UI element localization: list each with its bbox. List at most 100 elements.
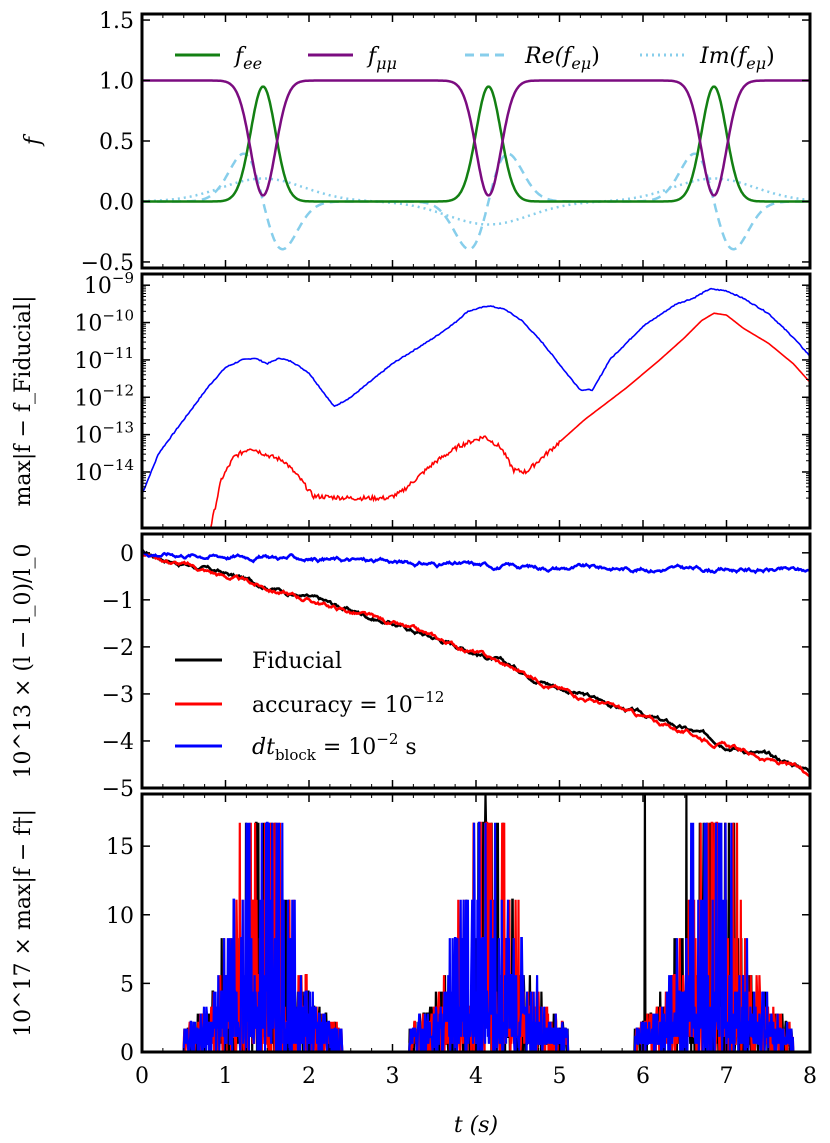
- legend-part: block: [275, 746, 317, 764]
- p4-ticks: 0 5 10 15: [106, 794, 811, 1066]
- y-tick-label: −1: [102, 589, 134, 614]
- x-tick-label: 3: [386, 1064, 400, 1089]
- p1-series-group: [142, 79, 810, 251]
- y-tick-label: 10−13: [74, 419, 134, 449]
- p2-ylabel: max|f − f_Fiducial|: [11, 296, 36, 507]
- y-tick-base: 10: [74, 349, 102, 374]
- series-fiducial-drift: [142, 549, 810, 774]
- y-tick-label: −5: [102, 777, 134, 802]
- x-tick-label: 2: [302, 1064, 316, 1089]
- y-tick-exp: −13: [102, 419, 134, 437]
- y-tick-label: 1.0: [99, 70, 134, 95]
- x-tick-label: 7: [720, 1064, 734, 1089]
- y-tick-exp: −10: [102, 307, 134, 325]
- p4-series-group: [142, 794, 810, 1052]
- legend-main: Im(f: [699, 44, 750, 69]
- p1-ylabel: f: [21, 133, 46, 147]
- p3-series-group: [142, 549, 810, 778]
- y-tick-label: 10−10: [74, 307, 134, 337]
- y-tick-base: 10: [84, 274, 112, 299]
- legend-label: Re(feμ): [524, 44, 600, 73]
- legend-tail: ): [766, 44, 775, 69]
- y-tick-label: 1.5: [99, 9, 134, 34]
- y-tick-label: 0: [120, 542, 134, 567]
- x-tick-label: 1: [219, 1064, 233, 1089]
- y-tick-base: 10: [74, 461, 102, 486]
- p1-legend: fee fμμ Re(feμ) Im(feμ): [175, 44, 775, 73]
- y-tick-label: 10−12: [74, 381, 134, 411]
- legend-sub: ee: [243, 54, 262, 73]
- x-tick-label: 4: [469, 1064, 483, 1089]
- x-tick-labels: 0 1 2 3 4 5 6 7 8: [135, 1064, 817, 1089]
- x-tick-label: 0: [135, 1064, 149, 1089]
- legend-label: Im(feμ): [699, 44, 775, 73]
- legend-sub: eμ: [746, 54, 766, 73]
- p1-frame: [140, 12, 812, 270]
- p3-frame: [140, 532, 812, 790]
- y-tick-base: 10: [74, 386, 102, 411]
- p2-frame: [140, 272, 812, 530]
- panel-unitarity-violation: 0 5 10 15 10^17 × max|f − f†|: [11, 792, 812, 1066]
- legend-label: Fiducial: [252, 649, 342, 674]
- legend-part: Fiducial: [252, 649, 342, 674]
- legend-tail: ): [591, 44, 600, 69]
- series-re-feu: [142, 152, 810, 251]
- y-tick-label: 0: [120, 1041, 134, 1066]
- y-tick-label: 10: [106, 904, 134, 929]
- p2-series-group: [142, 287, 810, 528]
- x-tick-label: 8: [803, 1064, 817, 1089]
- x-tick-label: 5: [553, 1064, 567, 1089]
- panel-normalization-drift: 0 −1 −2 −3 −4 −5 10^13 × (l − l_0)/l_0 Fiduci…: [11, 532, 812, 802]
- series-im-feu: [142, 177, 810, 226]
- legend-sub: eμ: [571, 54, 591, 73]
- p4-ylabel: 10^17 × max|f − f†|: [11, 809, 36, 1037]
- series-fmumu: [142, 79, 810, 197]
- p1-ticks: −0.5 0.0 0.5 1.0 1.5: [81, 9, 811, 276]
- y-tick-exp: −12: [102, 381, 134, 399]
- series-dt-block-unitarity: [142, 821, 810, 1052]
- legend-part: = 10: [316, 735, 376, 760]
- y-tick-exp: −11: [102, 344, 134, 362]
- legend-main: Re(f: [524, 44, 575, 69]
- y-tick-label: 0.0: [99, 190, 134, 215]
- series-dt-block-drift: [142, 551, 810, 575]
- p3-ticks: 0 −1 −2 −3 −4 −5: [102, 534, 811, 802]
- legend-part: −2: [376, 730, 398, 748]
- legend-sub: μμ: [376, 54, 397, 73]
- x-axis-label: t (s): [454, 1113, 498, 1138]
- legend-part: dt: [252, 735, 275, 760]
- series-accuracy-diff: [209, 312, 810, 528]
- legend-part: accuracy = 10: [252, 693, 413, 718]
- legend-part: s: [398, 735, 416, 760]
- panel-flavor-evolution: −0.50.00.51.01.5 f fee fμμ Re(feμ) Im(feμ): [21, 9, 812, 276]
- legend-part: −12: [413, 688, 445, 706]
- y-tick-label: −0.5: [81, 251, 134, 276]
- y-tick-label: 15: [106, 835, 134, 860]
- y-tick-base: 10: [74, 424, 102, 449]
- y-tick-exp: −14: [102, 456, 134, 474]
- series-accuracy-drift: [142, 552, 810, 778]
- series-fee: [142, 85, 810, 203]
- p3-legend: Fiducial accuracy = 10−12 dtblock = 10−2 s: [175, 649, 444, 764]
- y-tick-label: 10−11: [74, 344, 134, 374]
- legend-label: dtblock = 10−2 s: [252, 730, 417, 764]
- p3-ylabel: 10^13 × (l − l_0)/l_0: [11, 544, 36, 779]
- y-tick-label: 5: [120, 972, 134, 997]
- y-tick-label: −4: [102, 730, 134, 755]
- y-tick-label: 0.5: [99, 130, 134, 155]
- x-tick-label: 6: [636, 1064, 650, 1089]
- y-tick-base: 10: [74, 312, 102, 337]
- y-tick-label: −2: [102, 636, 134, 661]
- legend-label: fμμ: [366, 44, 397, 73]
- y-tick-exp: −9: [112, 269, 134, 287]
- y-tick-label: 10−9: [84, 269, 134, 299]
- y-tick-label: −3: [102, 683, 134, 708]
- y-tick-label: 10−14: [74, 456, 134, 486]
- p4-frame: [140, 792, 812, 1054]
- series-dt-block-diff: [142, 287, 810, 495]
- legend-label: accuracy = 10−12: [252, 688, 444, 718]
- legend-label: fee: [233, 44, 262, 73]
